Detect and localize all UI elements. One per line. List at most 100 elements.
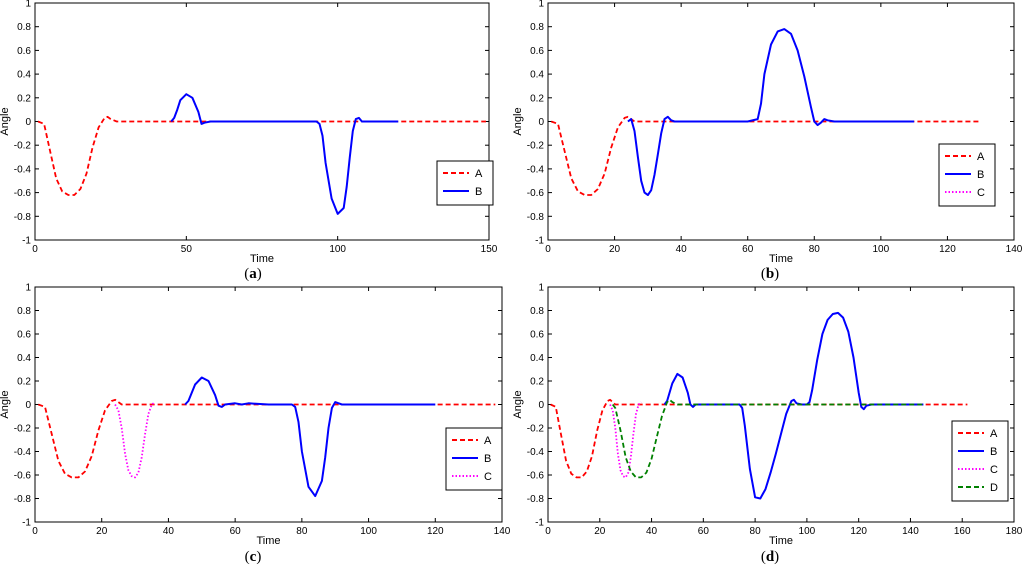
y-tick-label: 0.8 [17, 306, 31, 317]
legend-label-C: C [484, 471, 492, 483]
y-tick-label: 0 [538, 400, 544, 411]
series-line-B [663, 311, 924, 500]
legend-label-A: A [990, 428, 998, 440]
y-tick-label: -1 [535, 518, 544, 529]
y-tick-label: -1 [22, 518, 31, 529]
y-tick-label: 0.2 [530, 377, 544, 388]
y-tick-label: 0.6 [530, 330, 544, 341]
x-tick-label: 50 [181, 244, 193, 255]
y-tick-label: -0.8 [14, 494, 32, 505]
chart-panel-d: 0 20 40 60 80 100 120 140 160 180 -1 -0.8 -0.6 -0.4 -0… [512, 283, 1023, 566]
y-tick-label: -0.4 [14, 164, 32, 175]
legend: AB [436, 160, 494, 206]
series-line-B [170, 93, 399, 215]
x-tick-label: 140 [494, 526, 511, 537]
legend: ABC [938, 143, 996, 207]
y-axis-label: Angle [512, 107, 524, 135]
x-tick-label: 0 [32, 526, 38, 537]
x-tick-label: 20 [96, 526, 108, 537]
x-tick-label: 60 [230, 526, 242, 537]
x-tick-label: 20 [609, 244, 621, 255]
y-tick-label: 0.4 [530, 353, 544, 364]
x-tick-label: 150 [481, 244, 498, 255]
y-tick-label: 0.6 [17, 46, 31, 57]
series-line-C [609, 401, 642, 479]
x-tick-label: 40 [163, 526, 175, 537]
y-tick-label: -0.2 [527, 141, 545, 152]
x-tick-label: 80 [750, 526, 762, 537]
y-tick-label: 0.6 [530, 46, 544, 57]
y-tick-label: 0.2 [17, 377, 31, 388]
y-tick-label: 0 [25, 117, 31, 128]
x-tick-label: 120 [427, 526, 444, 537]
y-tick-label: 1 [25, 283, 31, 294]
y-tick-label: 0 [25, 400, 31, 411]
x-tick-label: 100 [799, 526, 816, 537]
y-tick-label: -0.4 [527, 447, 545, 458]
y-tick-label: -1 [535, 236, 544, 247]
y-tick-label: -0.4 [14, 447, 32, 458]
y-axis-label: Angle [0, 390, 11, 418]
y-tick-label: 0.6 [17, 330, 31, 341]
panel-caption: (b) [761, 266, 779, 282]
legend-label-B: B [475, 186, 482, 198]
panel-caption: (d) [761, 549, 779, 565]
legend-label-B: B [484, 453, 491, 465]
chart-panel-c: 0 20 40 60 80 100 120 140 -1 -0.8 -0.6 -0.4 -0.2 0 0.2… [0, 283, 511, 566]
legend: ABC [445, 427, 503, 491]
chart-panel-b: 0 20 40 60 80 100 120 140 -1 -0.8 -0.6 -0.4 -0.2 0 0.2… [512, 0, 1023, 282]
series-line-C [114, 401, 156, 479]
y-tick-label: 0.2 [17, 93, 31, 104]
x-tick-label: 20 [594, 526, 606, 537]
legend-label-D: D [990, 482, 998, 494]
legend-label-C: C [990, 464, 998, 476]
x-tick-label: 80 [296, 526, 308, 537]
y-tick-label: 0.4 [17, 353, 31, 364]
x-tick-label: 180 [1006, 526, 1023, 537]
x-tick-label: 40 [676, 244, 688, 255]
x-tick-label: 80 [809, 244, 821, 255]
x-tick-label: 140 [1006, 244, 1023, 255]
series-line-A [37, 398, 496, 479]
series-line-B [627, 28, 915, 196]
x-axis-label: Time [769, 535, 793, 547]
series-line-B [184, 376, 436, 498]
x-tick-label: 0 [32, 244, 38, 255]
x-tick-label: 120 [850, 526, 867, 537]
legend-label-A: A [977, 151, 985, 163]
y-tick-label: -0.8 [527, 212, 545, 223]
x-tick-label: 40 [646, 526, 658, 537]
series-line-A [550, 115, 981, 196]
y-tick-label: -0.4 [527, 164, 545, 175]
series-line-D [611, 398, 924, 479]
y-tick-label: -0.6 [14, 471, 32, 482]
y-axis-label: Angle [0, 107, 11, 135]
y-tick-label: -0.8 [14, 212, 32, 223]
x-tick-label: 0 [545, 526, 551, 537]
y-tick-label: 0.4 [17, 70, 31, 81]
panel-caption: (c) [245, 549, 262, 565]
y-tick-label: -0.2 [14, 141, 32, 152]
series-line-A [37, 115, 486, 196]
y-tick-label: -1 [22, 236, 31, 247]
legend-label-A: A [475, 168, 483, 180]
x-axis-label: Time [256, 535, 280, 547]
x-tick-label: 120 [939, 244, 956, 255]
x-tick-label: 100 [329, 244, 346, 255]
y-tick-label: 0.8 [530, 22, 544, 33]
x-tick-label: 60 [742, 244, 754, 255]
y-tick-label: 1 [538, 283, 544, 294]
legend-label-A: A [484, 435, 492, 447]
chart-panel-a: 0 50 100 150 -1 -0.8 -0.6 -0.4 -0.2 0 0.2 0.4 0.6 0.8… [0, 0, 498, 282]
y-tick-label: 0 [538, 117, 544, 128]
y-tick-label: 0.2 [530, 93, 544, 104]
legend-box [436, 160, 494, 206]
y-tick-label: 0.8 [530, 306, 544, 317]
y-tick-label: 0.8 [17, 22, 31, 33]
x-tick-label: 160 [954, 526, 971, 537]
x-tick-label: 140 [902, 526, 919, 537]
x-tick-label: 100 [360, 526, 377, 537]
x-tick-label: 100 [873, 244, 890, 255]
y-tick-label: 1 [25, 0, 31, 10]
